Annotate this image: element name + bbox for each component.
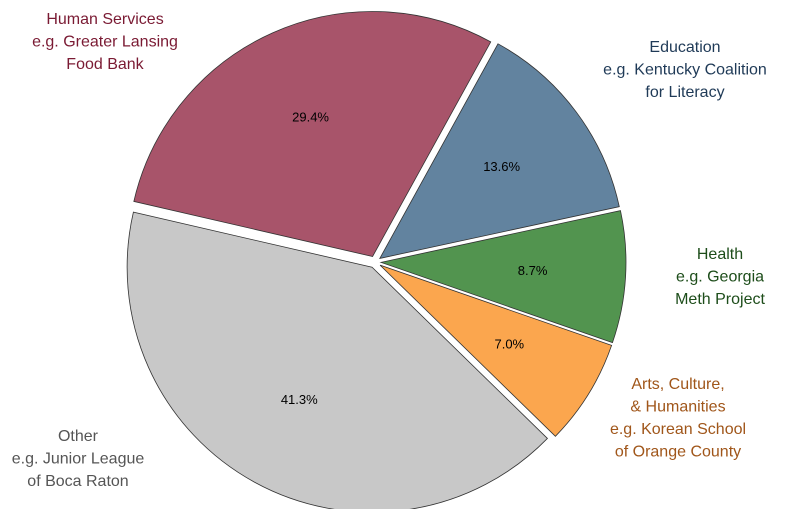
value-label: 8.7% bbox=[518, 263, 548, 278]
slice-label: Other bbox=[58, 428, 99, 445]
value-label: 41.3% bbox=[281, 392, 318, 407]
pie-slice bbox=[126, 211, 548, 513]
pie-slice bbox=[133, 11, 492, 257]
pie-slice bbox=[379, 264, 613, 437]
slice-label: e.g. Georgia bbox=[676, 269, 764, 286]
slice-label: Health bbox=[697, 246, 743, 263]
slice-label: of Orange County bbox=[615, 444, 741, 461]
slice-label: of Boca Raton bbox=[27, 473, 128, 490]
slice-label: & Humanities bbox=[630, 399, 725, 416]
slice-label: Meth Project bbox=[675, 291, 765, 308]
pie-slice bbox=[379, 43, 620, 259]
slice-label: e.g. Korean School bbox=[610, 421, 746, 438]
value-label: 13.6% bbox=[483, 159, 520, 174]
slice-label: for Literacy bbox=[645, 84, 724, 101]
value-label: 29.4% bbox=[292, 109, 329, 124]
slice-label: Arts, Culture, bbox=[631, 376, 724, 393]
slice-label: e.g. Greater Lansing bbox=[32, 34, 178, 51]
slice-label: Food Bank bbox=[66, 56, 144, 73]
slice-label: e.g. Junior League bbox=[12, 451, 145, 468]
slice-label: e.g. Kentucky Coalition bbox=[603, 62, 767, 79]
slice-label: Human Services bbox=[46, 11, 163, 28]
value-label: 7.0% bbox=[494, 336, 524, 351]
pie-slice bbox=[379, 210, 627, 344]
slice-label: Education bbox=[649, 39, 720, 56]
